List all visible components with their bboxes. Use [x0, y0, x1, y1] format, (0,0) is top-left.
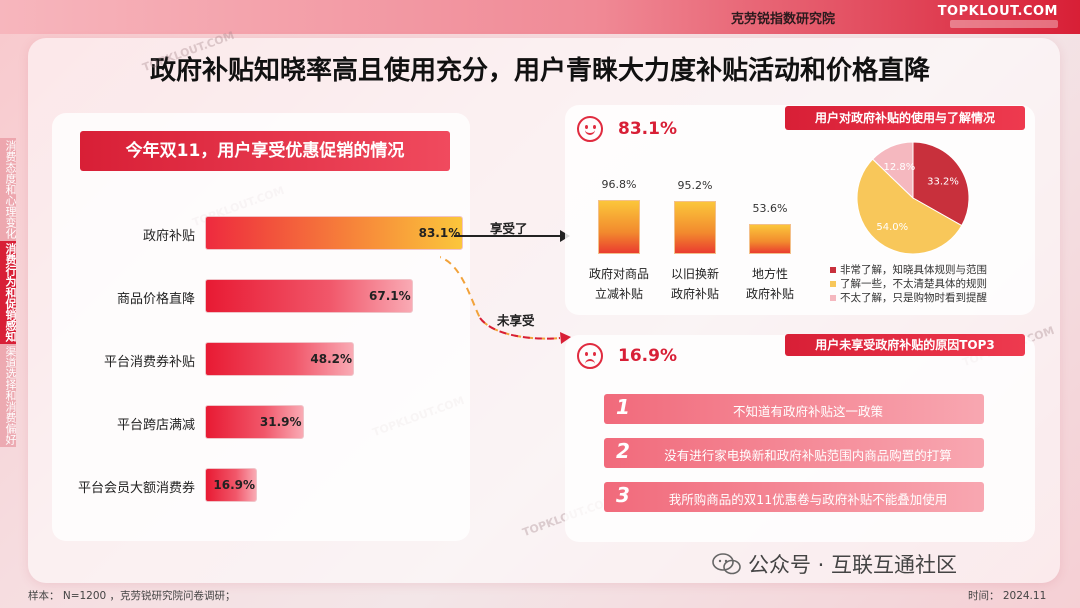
reason-item: 1 不知道有政府补贴这一政策 [604, 394, 984, 424]
usage-bar-category-line: 以旧换新 [670, 267, 719, 281]
reason-text: 没有进行家电换新和政府补贴范围内商品购置的打算 [664, 448, 952, 463]
reason-number: 1 [616, 395, 630, 419]
reason-text: 我所购商品的双11优惠卷与政府补贴不能叠加使用 [668, 492, 948, 507]
smile-face-icon [577, 116, 603, 142]
legend-swatch [830, 281, 836, 287]
usage-bar-category-line: 立减补贴 [594, 287, 643, 301]
left-chart-card [52, 113, 470, 541]
usage-bar-category-line: 政府补贴 [670, 287, 719, 301]
bar-category-label: 平台会员大额消费券 [77, 481, 195, 496]
usage-tag: 用户对政府补贴的使用与了解情况 [785, 106, 1025, 130]
usage-bar-value: 95.2% [677, 178, 713, 192]
bar-value-label: 16.9% [213, 478, 256, 492]
bar [205, 279, 413, 313]
awareness-pie-chart: 33.2% 54.0% 12.8% [856, 141, 970, 255]
legend-label: 了解一些，不太清楚具体的规则 [840, 278, 987, 290]
footer-time: 时间： 2024.11 [968, 590, 1047, 602]
pie-slice-label: 54.0% [876, 222, 908, 233]
reasons-tag: 用户未享受政府补贴的原因TOP3 [785, 334, 1025, 356]
bar-value-label: 83.1% [418, 226, 461, 240]
usage-bar [674, 200, 716, 254]
bar-value-label: 48.2% [310, 352, 353, 366]
reason-text: 不知道有政府补贴这一政策 [732, 404, 883, 419]
reason-number: 3 [616, 483, 630, 507]
footer-sample: 样本： N=1200 ，克劳锐研究院问卷调研； [28, 590, 236, 602]
reason-item: 3 我所购商品的双11优惠卷与政府补贴不能叠加使用 [604, 482, 984, 512]
side-nav-item[interactable]: 消费行为和促销感知 [0, 241, 17, 344]
usage-bar-category: 以旧换新 政府补贴 [655, 264, 735, 304]
usage-bar-category-line: 政府对商品 [588, 267, 649, 281]
legend-item: 了解一些，不太清楚具体的规则 [830, 276, 987, 291]
bar-category-label: 平台跨店满减 [116, 418, 195, 433]
wechat-icon [712, 553, 741, 575]
wechat-account: 公众号 · 互联互通社区 [748, 553, 958, 577]
org-name: 克劳锐指数研究院 [730, 12, 835, 27]
page-title: 政府补贴知晓率高且使用充分，用户青睐大力度补贴活动和价格直降 [149, 56, 930, 86]
reason-item: 2 没有进行家电换新和政府补贴范围内商品购置的打算 [604, 438, 984, 468]
pie-slice [912, 141, 970, 227]
legend-item: 不太了解，只是购物时看到提醒 [830, 290, 987, 305]
reason-number: 2 [616, 439, 630, 463]
side-nav: 消费态度和心理变化 消费行为和促销感知 渠道选择和消费偏好 [0, 138, 17, 447]
logo-tagline-bar [950, 20, 1058, 28]
legend-swatch [830, 267, 836, 273]
usage-bar-category: 政府对商品 立减补贴 [579, 264, 659, 304]
bar-value-label: 67.1% [369, 289, 411, 303]
arrow-label-no: 未享受 [497, 313, 535, 328]
left-chart-title: 今年双11，用户享受优惠促销的情况 [80, 131, 450, 171]
sad-face-icon [577, 343, 603, 369]
bar-category-label: 政府补贴 [142, 229, 195, 244]
bar-category-label: 平台消费券补贴 [103, 355, 195, 370]
side-nav-item[interactable]: 消费态度和心理变化 [0, 138, 17, 241]
logo: TOPKLOUT.COM [937, 4, 1058, 19]
legend-label: 非常了解，知晓具体规则与范围 [840, 264, 987, 276]
not-enjoyed-percent: 16.9% [618, 346, 677, 366]
pie-slice-label: 33.2% [927, 177, 959, 188]
bar-value-label: 31.9% [259, 415, 302, 429]
usage-bar-category-line: 地方性 [751, 267, 788, 281]
pie-slice-label: 12.8% [884, 162, 916, 173]
bar [205, 216, 463, 250]
legend-swatch [830, 295, 836, 301]
usage-bar-value: 96.8% [601, 177, 637, 191]
enjoyed-percent: 83.1% [618, 119, 677, 139]
usage-bar [749, 223, 791, 254]
bar-category-label: 商品价格直降 [116, 292, 195, 307]
no-arrow-head [560, 332, 571, 344]
bar [205, 468, 258, 502]
usage-bar-value: 53.6% [752, 201, 788, 215]
bar [205, 342, 355, 376]
no-arrow-curve-red [479, 317, 561, 340]
legend-item: 非常了解，知晓具体规则与范围 [830, 262, 987, 277]
usage-bar [598, 199, 640, 254]
bar [205, 405, 304, 439]
usage-bar-category: 地方性 政府补贴 [730, 264, 810, 304]
usage-bar-category-line: 政府补贴 [745, 287, 794, 301]
pie-slice [871, 141, 914, 200]
pie-slice [856, 158, 963, 255]
side-nav-item[interactable]: 渠道选择和消费偏好 [0, 344, 17, 447]
legend-label: 不太了解，只是购物时看到提醒 [840, 292, 987, 304]
arrow-label-yes: 享受了 [490, 221, 528, 236]
top-bar: 克劳锐指数研究院 TOPKLOUT.COM [0, 0, 1080, 34]
